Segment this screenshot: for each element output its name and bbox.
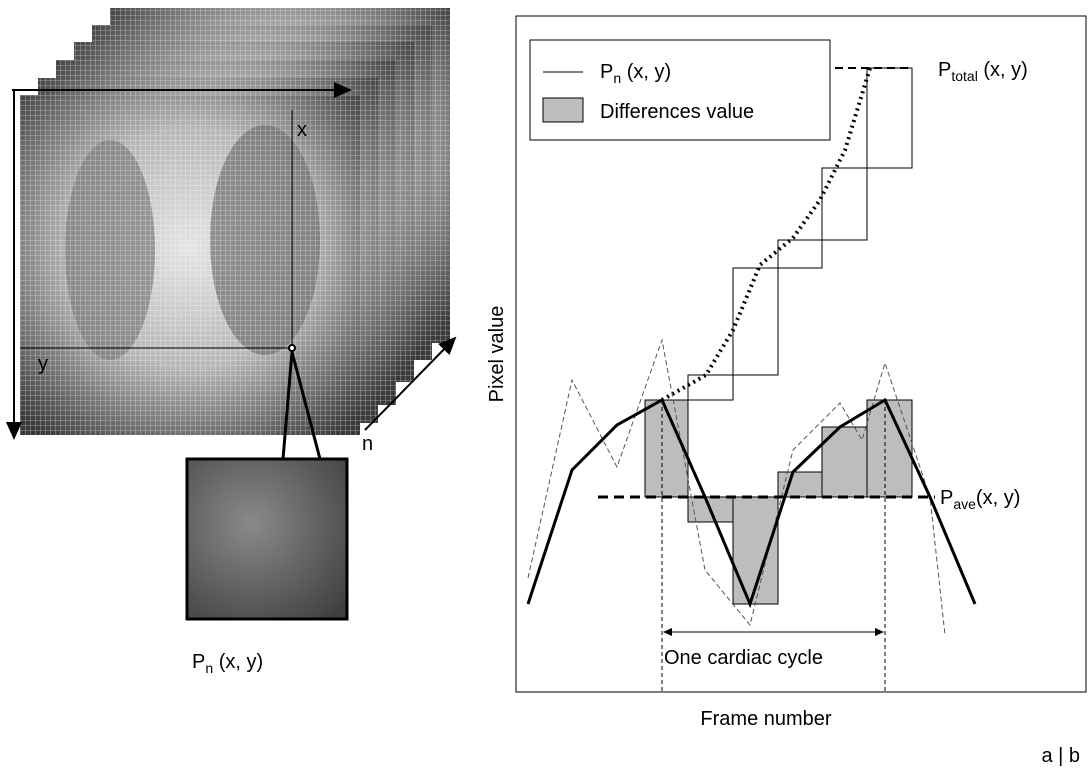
zoom-patch [187, 459, 347, 619]
total-label: Ptotal (x, y) [938, 59, 1028, 84]
pixel-label: Pn (x, y) [192, 651, 263, 676]
legend-label: Differences value [600, 101, 754, 123]
axis-label: x [297, 119, 307, 141]
legend: Pn (x, y) Differences value [530, 40, 830, 140]
panel-tag: a | b [1041, 745, 1080, 767]
axis-label: y [38, 353, 48, 375]
axis-label: n [362, 433, 373, 455]
y-axis-label: Pixel value [486, 306, 508, 403]
cycle-label: One cardiac cycle [664, 647, 823, 669]
ave-label: Pave(x, y) [940, 487, 1020, 512]
legend-label: Pn (x, y) [600, 61, 671, 86]
figure: x y n Pn (x, y) Pn (x, y) Differences va… [0, 0, 1090, 772]
difference-bars [645, 400, 912, 604]
frame-stack [20, 8, 450, 435]
x-axis-label: Frame number [700, 708, 831, 730]
